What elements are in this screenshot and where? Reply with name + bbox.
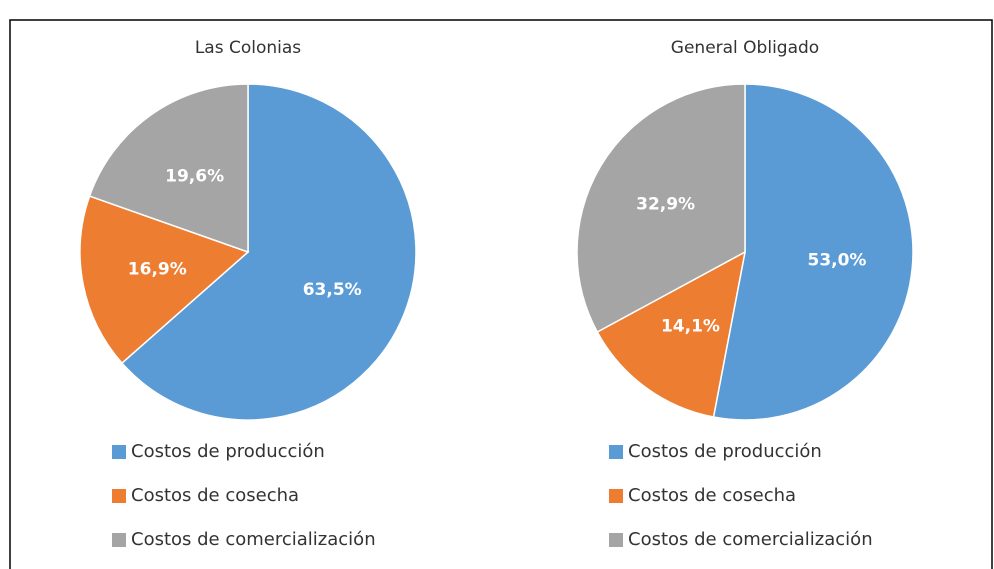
- data-label: 16,9%: [128, 260, 187, 280]
- legend-label: Costos de producción: [628, 441, 822, 462]
- pie-slice: [120, 83, 417, 421]
- legend-swatch: [609, 533, 623, 547]
- legend-label: Costos de producción: [131, 441, 325, 462]
- pie-slice: [596, 250, 747, 418]
- legend-swatch: [112, 533, 126, 547]
- legend-swatch: [112, 489, 126, 503]
- legend-swatch: [112, 445, 126, 459]
- legend-swatch: [609, 445, 623, 459]
- chart-title: General Obligado: [671, 38, 819, 58]
- legend-label: Costos de comercialización: [131, 529, 376, 550]
- chart-title: Las Colonias: [195, 38, 301, 58]
- legend-label: Costos de cosecha: [628, 485, 796, 506]
- frame: [9, 19, 993, 569]
- data-label: 14,1%: [661, 317, 720, 337]
- data-label: 63,5%: [303, 280, 362, 300]
- legend-label: Costos de cosecha: [131, 485, 299, 506]
- data-label: 32,9%: [636, 195, 695, 215]
- data-label: 53,0%: [807, 251, 866, 271]
- legend-label: Costos de comercialización: [628, 529, 873, 550]
- legend-swatch: [609, 489, 623, 503]
- pie-slice: [712, 83, 914, 421]
- data-label: 19,6%: [165, 167, 224, 187]
- pie-slice: [576, 83, 746, 334]
- pie-slice: [88, 83, 249, 254]
